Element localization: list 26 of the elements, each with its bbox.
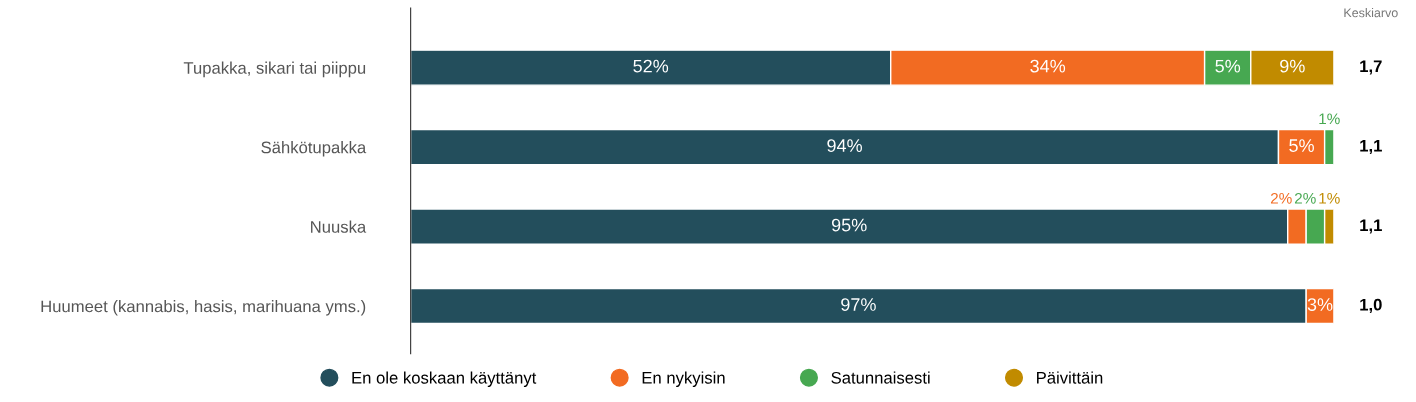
text: 1,7 <box>1360 60 1382 75</box>
legend-label: En ole koskaan käyttänyt <box>352 371 537 387</box>
data-label: 5% <box>1215 59 1241 73</box>
data-label: 52% <box>633 59 669 73</box>
data-label: 2% <box>1294 192 1316 204</box>
data-label: 1% <box>1319 113 1340 125</box>
data-label: 95% <box>831 218 867 232</box>
y-tick-label: Huumeet (kannabis, hasis, marihuana yms.) <box>41 300 366 316</box>
text: Keskiarvo <box>1344 8 1398 18</box>
data-label: 94% <box>827 139 862 152</box>
y-tick-label: Sähkötupakka <box>261 141 367 157</box>
data-label: 3% <box>1307 298 1333 311</box>
text: 1,0 <box>1360 298 1382 313</box>
text: 1,1 <box>1360 219 1382 234</box>
data-label: 2% <box>1270 192 1292 204</box>
data-label: 9% <box>1280 59 1305 73</box>
legend-label: Satunnaisesti <box>831 371 930 384</box>
legend-label: Päivittäin <box>1037 371 1103 384</box>
data-label: 1% <box>1319 192 1340 204</box>
legend-label: En nykyisin <box>642 371 725 387</box>
y-tick-label: Tupakka, sikari tai piippu <box>183 61 366 78</box>
data-label: 34% <box>1030 59 1066 73</box>
y-tick-label: Nuuska <box>311 220 367 233</box>
data-label: 97% <box>841 298 876 311</box>
text: 1,1 <box>1360 139 1382 155</box>
data-label: 5% <box>1289 139 1314 152</box>
